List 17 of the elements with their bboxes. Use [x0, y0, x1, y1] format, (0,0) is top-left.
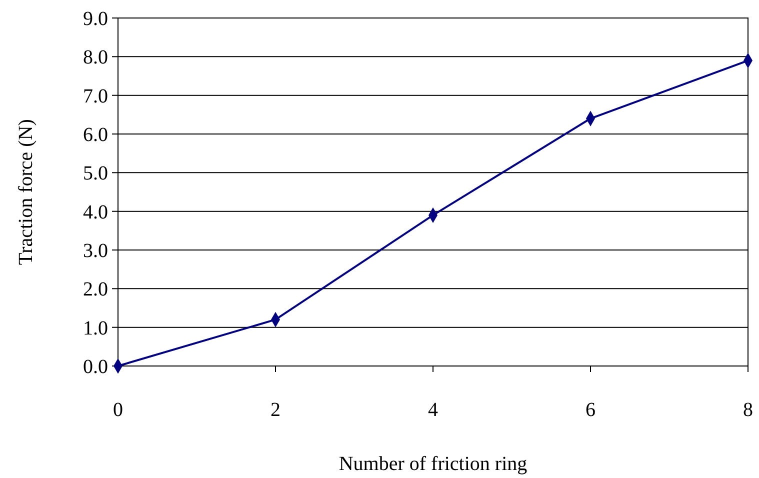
x-tick-label: 4: [428, 399, 438, 421]
y-tick-label: 8.0: [83, 46, 108, 69]
y-tick-label: 7.0: [83, 85, 108, 108]
x-tick-label: 0: [113, 399, 123, 421]
y-tick-label: 5.0: [83, 162, 108, 185]
y-tick-label: 0.0: [83, 356, 108, 378]
y-axis-title: Traction force (N): [15, 119, 37, 265]
y-tick-label: 6.0: [83, 124, 108, 146]
x-tick-label: 6: [586, 399, 596, 421]
x-axis-title: Number of friction ring: [338, 453, 528, 475]
y-tick-label: 9.0: [83, 8, 108, 30]
y-tick-label: 2.0: [83, 278, 108, 301]
y-tick-label: 3.0: [83, 240, 108, 262]
y-tick-label: 1.0: [83, 317, 108, 340]
x-tick-label: 2: [270, 399, 280, 421]
x-tick-label: 8: [743, 399, 753, 421]
y-tick-label: 4.0: [83, 201, 108, 224]
